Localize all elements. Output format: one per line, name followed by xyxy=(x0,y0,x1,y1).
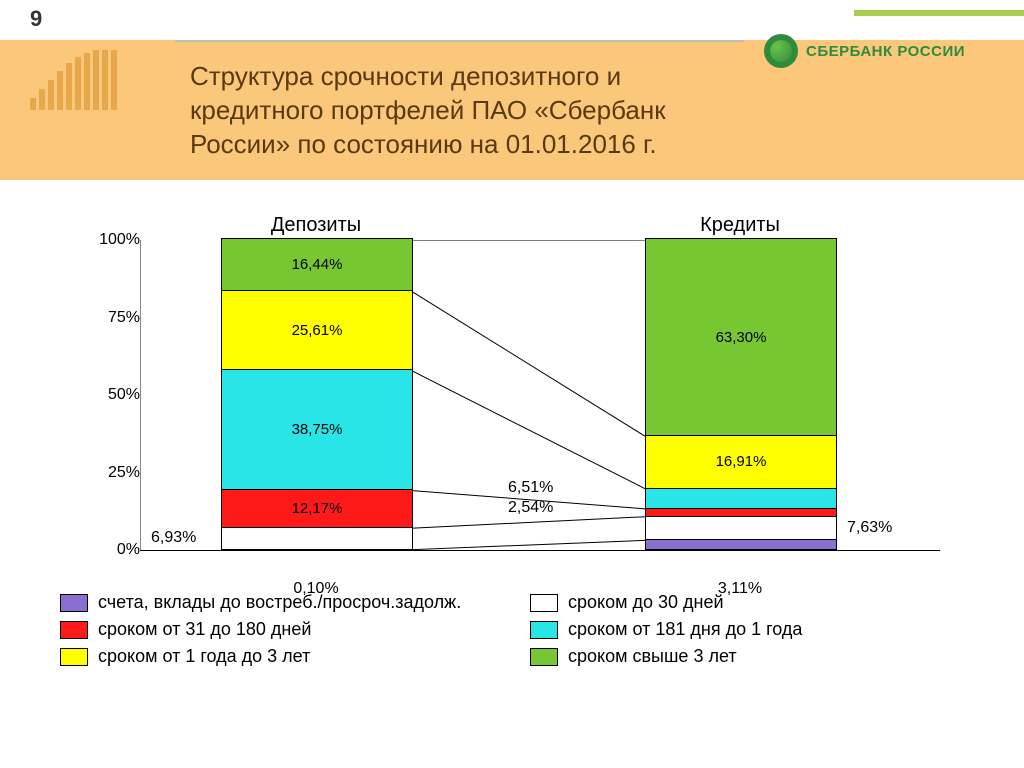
legend-label: сроком свыше 3 лет xyxy=(568,646,737,667)
legend-label: сроком до 30 дней xyxy=(568,592,724,613)
segment-d3y: 25,61% xyxy=(222,290,412,369)
segment-d1y: 38,75% xyxy=(222,369,412,489)
title-rule xyxy=(175,40,744,42)
mid-callout-label: 6,51% xyxy=(508,479,553,497)
segment-d30 xyxy=(222,527,412,548)
legend-swatch xyxy=(60,621,88,639)
segment-d1y xyxy=(646,488,836,508)
legend-label: счета, вклады до востреб./просроч.задолж… xyxy=(98,592,461,613)
legend-item-d180: сроком от 31 до 180 дней xyxy=(60,619,490,640)
column-label: Кредиты xyxy=(700,214,780,237)
legend-label: сроком от 31 до 180 дней xyxy=(98,619,311,640)
legend-label: сроком от 1 года до 3 лет xyxy=(98,646,310,667)
legend-item-d3y: сроком от 1 года до 3 лет xyxy=(60,646,490,667)
segment-d30 xyxy=(646,516,836,540)
legend-swatch xyxy=(530,594,558,612)
slide: 9 Структура срочности депозитного и кред… xyxy=(0,0,1024,768)
y-tick-label: 0% xyxy=(60,541,140,559)
stacked-bar-deposits: 16,44%25,61%38,75%12,17% xyxy=(221,238,413,550)
stacked-bar-credits: 63,30%16,91% xyxy=(645,238,837,550)
segment-over3y: 63,30% xyxy=(646,239,836,435)
y-tick-label: 100% xyxy=(60,231,140,249)
decorative-bars xyxy=(30,50,150,110)
y-tick-label: 75% xyxy=(60,309,140,327)
column-label: Депозиты xyxy=(271,214,361,237)
mid-callout-label: 2,54% xyxy=(508,499,553,517)
segment-d180: 12,17% xyxy=(222,489,412,527)
logo-icon xyxy=(764,34,798,68)
legend-item-d30: сроком до 30 дней xyxy=(530,592,960,613)
segment-demand xyxy=(646,539,836,549)
slide-title: Структура срочности депозитного и кредит… xyxy=(190,60,734,161)
legend-swatch xyxy=(530,648,558,666)
y-tick-label: 25% xyxy=(60,464,140,482)
segment-demand xyxy=(222,549,412,550)
legend-label: сроком от 181 дня до 1 года xyxy=(568,619,802,640)
legend-item-over3y: сроком свыше 3 лет xyxy=(530,646,960,667)
legend-item-demand: счета, вклады до востреб./просроч.задолж… xyxy=(60,592,490,613)
page-number: 9 xyxy=(30,6,42,32)
legend: счета, вклады до востреб./просроч.задолж… xyxy=(60,592,960,667)
left-callout-label: 6,93% xyxy=(151,529,196,547)
segment-over3y: 16,44% xyxy=(222,239,412,290)
segment-d3y: 16,91% xyxy=(646,435,836,487)
chart-area: 16,44%25,61%38,75%12,17% 63,30%16,91% 0% 2… xyxy=(60,210,960,640)
logo: СБЕРБАНК РОССИИ xyxy=(764,26,1004,76)
legend-item-d1y: сроком от 181 дня до 1 года xyxy=(530,619,960,640)
legend-swatch xyxy=(60,648,88,666)
legend-swatch xyxy=(60,594,88,612)
right-callout-label: 7,63% xyxy=(847,519,892,537)
legend-swatch xyxy=(530,621,558,639)
logo-text: СБЕРБАНК РОССИИ xyxy=(806,43,965,60)
segment-d180 xyxy=(646,508,836,516)
accent-strip xyxy=(854,10,1024,16)
y-tick-label: 50% xyxy=(60,386,140,404)
